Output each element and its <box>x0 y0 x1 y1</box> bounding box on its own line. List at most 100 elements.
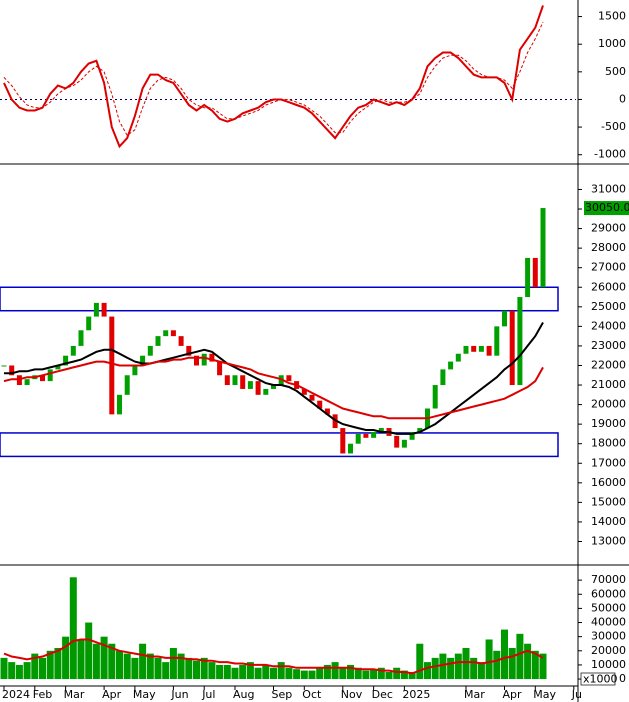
y-tick-label: 23000 <box>591 339 626 352</box>
candle <box>117 394 122 415</box>
x-tick-label: Ju <box>571 688 582 701</box>
volume-bar <box>200 657 208 680</box>
candle <box>355 433 361 444</box>
candle <box>478 345 484 352</box>
volume-bar <box>262 664 270 680</box>
x-tick-label: Sep <box>272 688 293 701</box>
candle <box>86 316 92 331</box>
candle <box>24 379 30 386</box>
volume-bar <box>193 660 200 680</box>
line <box>3 21 544 137</box>
unit-label: x1000 <box>583 673 618 686</box>
volume-bar <box>270 667 277 680</box>
candle <box>394 435 400 448</box>
y-tick-label: 24000 <box>591 319 626 332</box>
candle <box>363 433 369 438</box>
last-price-label: 30050.00 <box>585 201 629 214</box>
volume-bar <box>439 653 447 680</box>
volume-bar <box>46 650 54 680</box>
volume-bar <box>62 636 70 680</box>
candle <box>509 310 515 386</box>
candle <box>486 345 492 356</box>
volume-bar <box>39 657 46 680</box>
volume-bar <box>15 664 23 680</box>
x-tick-label: Apr <box>102 688 122 701</box>
volume-bar <box>123 653 131 680</box>
panel <box>0 208 559 458</box>
x-tick-label: Mar <box>464 688 485 701</box>
volume-bar <box>100 636 108 680</box>
x-tick-label: Aug <box>233 688 254 701</box>
y-tick-label: 21000 <box>591 378 626 391</box>
x-tick-label: 2024 <box>2 688 30 701</box>
candle <box>409 431 415 440</box>
volume-bar <box>277 662 285 680</box>
candle <box>47 369 53 382</box>
volume-bar <box>231 667 239 680</box>
volume-bar <box>331 662 339 680</box>
candle <box>170 330 176 337</box>
volume-bar <box>239 664 247 680</box>
volume-bar <box>454 653 462 680</box>
candle <box>348 443 353 454</box>
panel <box>0 577 547 680</box>
y-tick-label: 40000 <box>591 616 626 629</box>
y-tick-label: 18000 <box>591 437 626 450</box>
candle <box>371 431 377 438</box>
candle <box>432 385 438 409</box>
candle <box>263 388 269 395</box>
volume-bar <box>131 657 139 680</box>
volume-bar <box>339 667 347 680</box>
y-tick-label: 29000 <box>591 222 626 235</box>
volume-bar <box>485 639 493 680</box>
y-tick-label: 14000 <box>591 515 626 528</box>
volume-bar <box>177 653 185 680</box>
candle <box>532 257 538 288</box>
y-tick-label: 70000 <box>591 573 626 586</box>
candle <box>70 345 76 356</box>
volume-bar <box>524 643 532 680</box>
candle <box>301 388 307 395</box>
candle <box>163 330 169 337</box>
line <box>4 322 544 435</box>
volume-bar <box>508 647 516 680</box>
x-tick-label: May <box>533 688 556 701</box>
volume-bar <box>316 667 324 680</box>
candle <box>186 345 192 356</box>
candle <box>240 375 246 389</box>
candle <box>109 316 115 415</box>
volume-bar <box>354 667 362 680</box>
y-tick-label: 500 <box>605 65 626 78</box>
y-tick-label: 30000 <box>591 630 626 643</box>
unit-box <box>580 672 616 686</box>
candle <box>525 257 531 298</box>
y-tick-label: 17000 <box>591 456 626 469</box>
candle <box>209 353 215 362</box>
volume-bar <box>393 667 401 680</box>
volume-bar <box>408 671 416 680</box>
volume-bar <box>139 643 147 680</box>
candle <box>340 428 346 454</box>
y-tick-label: 20000 <box>591 644 626 657</box>
candle <box>217 361 223 376</box>
x-tick-label: Feb <box>33 688 52 701</box>
candle <box>255 381 261 395</box>
volume-bar <box>431 657 439 680</box>
volume-bar <box>223 664 231 680</box>
volume-bar <box>69 577 77 680</box>
y-tick-label: 19000 <box>591 417 626 430</box>
candle <box>201 353 207 366</box>
y-tick-label: -500 <box>601 120 626 133</box>
candle <box>471 345 477 352</box>
line <box>3 638 544 675</box>
candle <box>378 428 384 432</box>
zone <box>0 432 559 458</box>
candle <box>1 365 7 367</box>
volume-bar <box>285 667 293 680</box>
candle <box>309 394 315 401</box>
volume-bar <box>23 662 31 680</box>
candle <box>78 330 84 346</box>
y-tick-label: 1000 <box>598 37 626 50</box>
